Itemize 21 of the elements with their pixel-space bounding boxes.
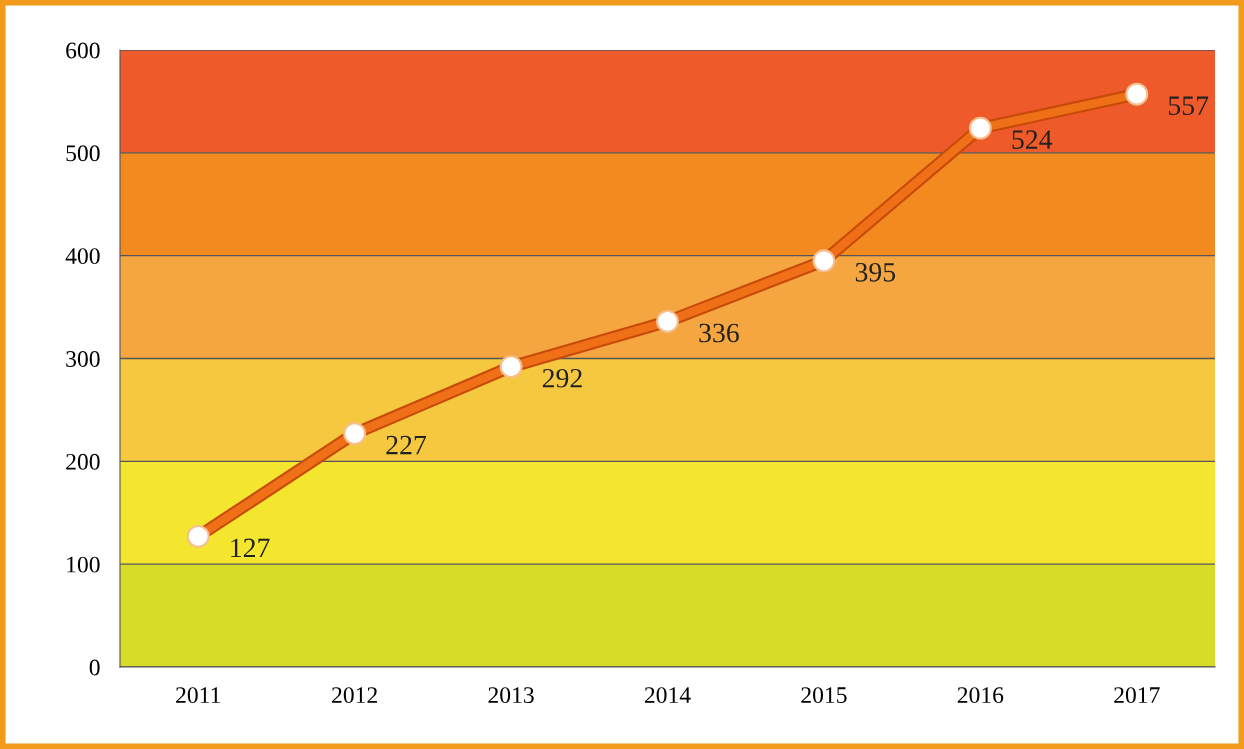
x-tick-label: 2017 — [1114, 687, 1160, 704]
data-label: 395 — [855, 262, 896, 282]
x-tick-label: 2016 — [957, 687, 1004, 704]
y-tick-label: 400 — [65, 248, 100, 265]
x-tick-label: 2014 — [644, 687, 691, 704]
data-label: 227 — [386, 435, 427, 455]
data-label: 292 — [542, 368, 582, 388]
data-label: 127 — [231, 538, 270, 557]
y-tick-label: 600 — [66, 42, 100, 59]
y-tick-label: 200 — [66, 453, 100, 470]
y-tick-label: 500 — [66, 145, 100, 162]
y-tick-label: 300 — [66, 350, 100, 367]
data-label: 524 — [1012, 130, 1053, 149]
data-label: 557 — [1168, 96, 1209, 116]
x-tick-label: 2011 — [176, 687, 220, 704]
x-tick-label: 2013 — [488, 687, 534, 704]
x-tick-label: 2012 — [332, 687, 377, 704]
y-tick-label: 100 — [67, 556, 100, 573]
y-tick-label: 0 — [89, 659, 100, 676]
x-tick-label: 2015 — [801, 687, 847, 704]
data-label: 336 — [699, 323, 739, 343]
